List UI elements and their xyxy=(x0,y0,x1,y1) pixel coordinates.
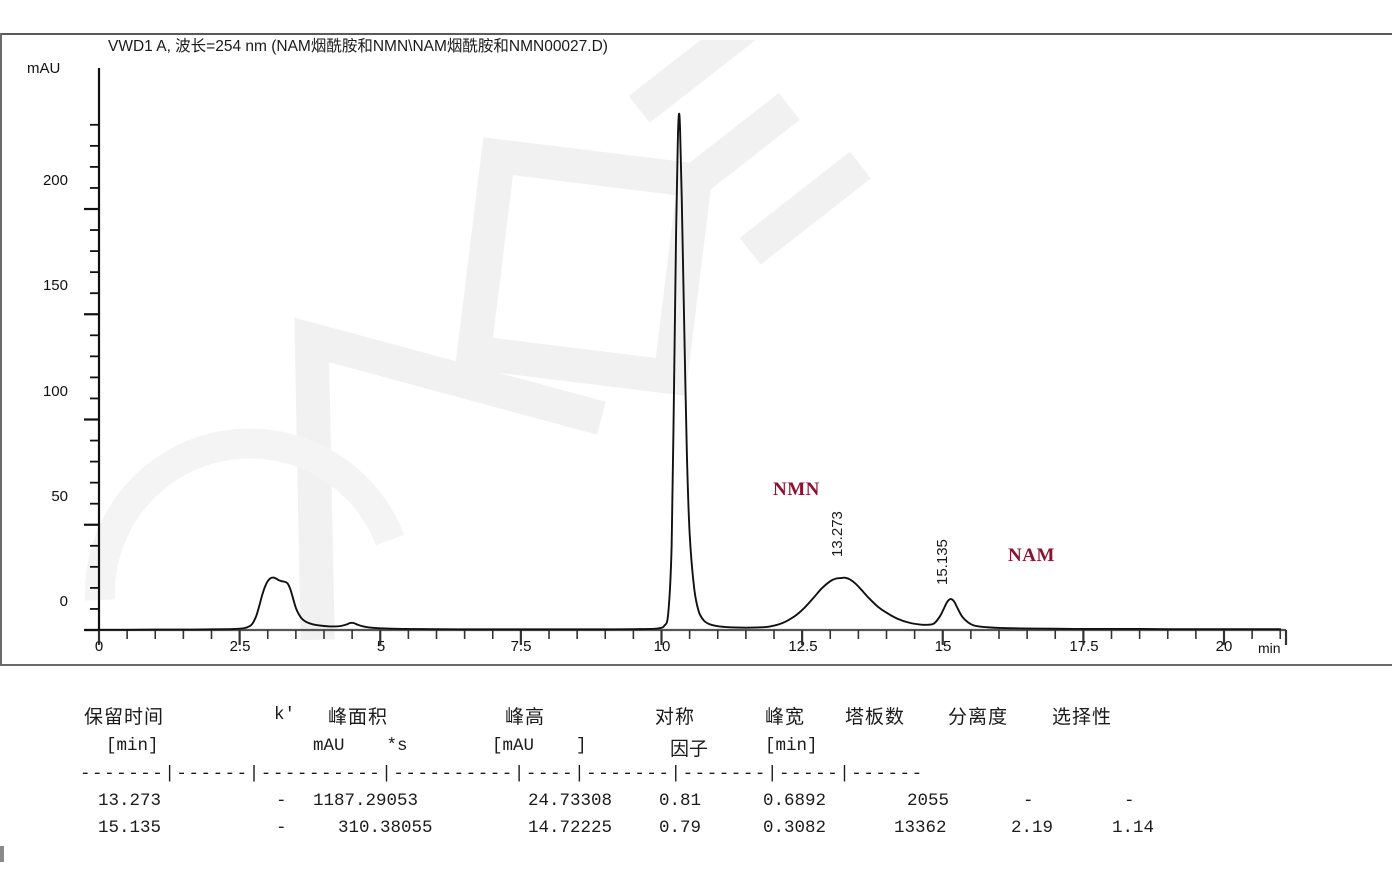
y-tick-label-200: 200 xyxy=(42,172,68,189)
col-header-peak-width: 峰宽 xyxy=(765,707,806,728)
results-report: 保留时间 k' 峰面积 峰高 对称 峰宽 塔板数 分离度 选择性 [min] m… xyxy=(0,666,1392,877)
y-tick-label-50: 50 xyxy=(51,488,68,505)
cell-plate-count: 13362 xyxy=(894,818,947,838)
chart-title: VWD1 A, 波长=254 nm (NAM烟酰胺和NMN\NAM烟酰胺和NMN… xyxy=(108,38,608,55)
col-header-k-prime: k' xyxy=(274,705,296,725)
y-tick-label-100: 100 xyxy=(42,383,68,400)
cell-resolution: - xyxy=(1023,791,1034,811)
peak-rt-label-1: 13.273 xyxy=(829,511,846,557)
cell-retention-time: 13.273 xyxy=(98,791,162,811)
col-header-peak-height: 峰高 xyxy=(505,707,546,728)
cell-peak-width: 0.3082 xyxy=(763,818,827,838)
col-unit-peak-area: mAU *s xyxy=(313,736,408,756)
x-tick-label-5: 5 xyxy=(376,638,386,655)
x-tick-label-15: 15 xyxy=(934,638,952,655)
x-tick-label-2p5: 2.5 xyxy=(229,638,251,655)
col-header-plate-count: 塔板数 xyxy=(845,707,906,728)
page-bottom-mark xyxy=(0,846,4,862)
x-tick-label-17p5: 17.5 xyxy=(1069,638,1099,655)
cell-peak-area: 310.38055 xyxy=(338,818,433,838)
axis-lines xyxy=(84,68,1288,645)
cell-peak-height: 14.72225 xyxy=(528,818,613,838)
cell-selectivity: - xyxy=(1124,791,1135,811)
cell-selectivity: 1.14 xyxy=(1112,818,1155,838)
x-tick-label-10: 10 xyxy=(653,638,671,655)
x-axis-unit-label: min xyxy=(1258,640,1281,656)
col-header-retention-time: 保留时间 xyxy=(84,707,165,728)
y-tick-label-150: 150 xyxy=(42,277,68,294)
x-tick-label-12p5: 12.5 xyxy=(788,638,818,655)
y-tick-label-0: 0 xyxy=(59,593,68,610)
x-tick-label-7p5: 7.5 xyxy=(510,638,532,655)
cell-symmetry: 0.79 xyxy=(659,818,702,838)
chart-table-divider xyxy=(0,664,1392,666)
page-left-edge xyxy=(0,33,2,665)
cell-peak-width: 0.6892 xyxy=(763,791,827,811)
cell-symmetry: 0.81 xyxy=(659,791,702,811)
col-header-resolution: 分离度 xyxy=(948,707,1009,728)
table-separator: -------|------|----------|----------|---… xyxy=(80,764,924,784)
compound-label-nam: NAM xyxy=(1008,545,1055,566)
x-tick-label-20: 20 xyxy=(1215,638,1233,655)
page-top-rule xyxy=(0,33,1392,35)
x-tick-label-0: 0 xyxy=(94,638,104,655)
cell-peak-height: 24.73308 xyxy=(528,791,613,811)
col-header-selectivity: 选择性 xyxy=(1052,707,1113,728)
chromatogram-plot xyxy=(0,33,1310,665)
col-header-symmetry: 对称 xyxy=(655,707,696,728)
col-unit-peak-height: [mAU ] xyxy=(492,736,587,756)
col-header-peak-area: 峰面积 xyxy=(328,707,389,728)
y-axis-unit-label: mAU xyxy=(27,60,61,77)
col-unit-peak-width: [min] xyxy=(765,736,818,756)
cell-resolution: 2.19 xyxy=(1011,818,1054,838)
col-unit-retention-time: [min] xyxy=(106,736,159,756)
col-unit-symmetry: 因子 xyxy=(670,739,709,760)
peak-rt-label-2: 15.135 xyxy=(934,539,951,585)
cell-peak-area: 1187.29053 xyxy=(313,791,419,811)
compound-label-nmn: NMN xyxy=(773,479,820,500)
cell-plate-count: 2055 xyxy=(907,791,950,811)
cell-retention-time: 15.135 xyxy=(98,818,162,838)
cell-k-prime: - xyxy=(276,791,287,811)
cell-k-prime: - xyxy=(276,818,287,838)
